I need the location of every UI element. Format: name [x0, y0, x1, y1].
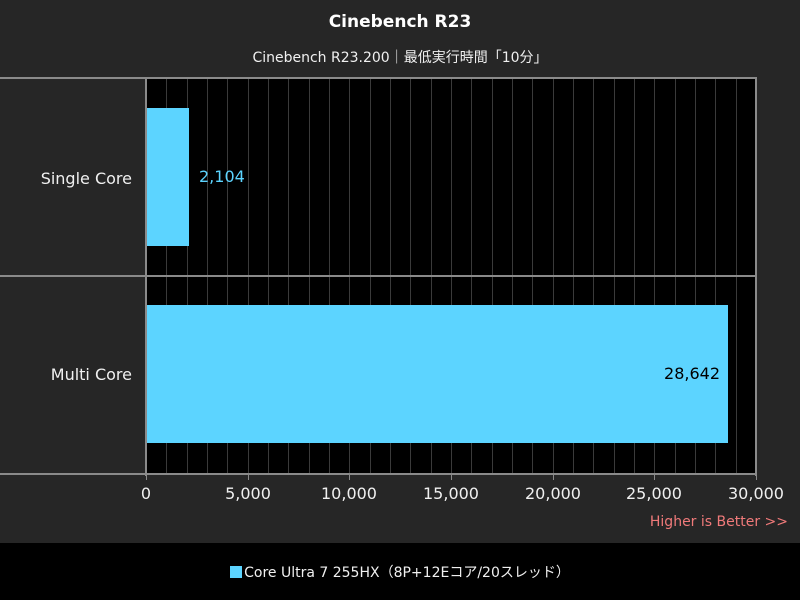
value-label: 28,642 — [664, 364, 720, 383]
legend-label: Core Ultra 7 255HX（8P+12Eコア/20スレッド） — [244, 564, 570, 581]
legend-swatch — [230, 565, 243, 578]
x-axis-line — [0, 473, 757, 475]
x-tick-label: 20,000 — [525, 484, 581, 503]
bar-single-core — [146, 108, 189, 246]
x-tick-label: 5,000 — [225, 484, 271, 503]
x-tick — [146, 474, 147, 480]
plot-top-border — [0, 77, 757, 79]
x-tick — [248, 474, 249, 480]
chart-title: Cinebench R23 — [328, 12, 472, 32]
x-tick-label: 30,000 — [728, 484, 784, 503]
legend: Core Ultra 7 255HX（8P+12Eコア/20スレッド） — [0, 543, 800, 600]
value-label: 2,104 — [199, 167, 245, 186]
category-label-single-core: Single Core — [40, 169, 132, 188]
x-tick — [654, 474, 655, 480]
x-tick-label: 0 — [140, 484, 152, 503]
x-tick — [451, 474, 452, 480]
category-divider — [0, 275, 757, 277]
plot-right-border — [755, 78, 757, 476]
y-axis-line — [145, 78, 147, 476]
higher-is-better-note: Higher is Better >> — [649, 514, 788, 530]
x-tick-label: 15,000 — [423, 484, 479, 503]
x-tick-label: 10,000 — [321, 484, 377, 503]
chart-subtitle: Cinebench R23.200｜最低実行時間「10分」 — [252, 50, 548, 66]
x-tick — [349, 474, 350, 480]
bar-multi-core — [146, 305, 728, 443]
x-tick-label: 25,000 — [626, 484, 682, 503]
x-tick — [553, 474, 554, 480]
x-tick — [756, 474, 757, 480]
category-label-multi-core: Multi Core — [50, 365, 132, 384]
